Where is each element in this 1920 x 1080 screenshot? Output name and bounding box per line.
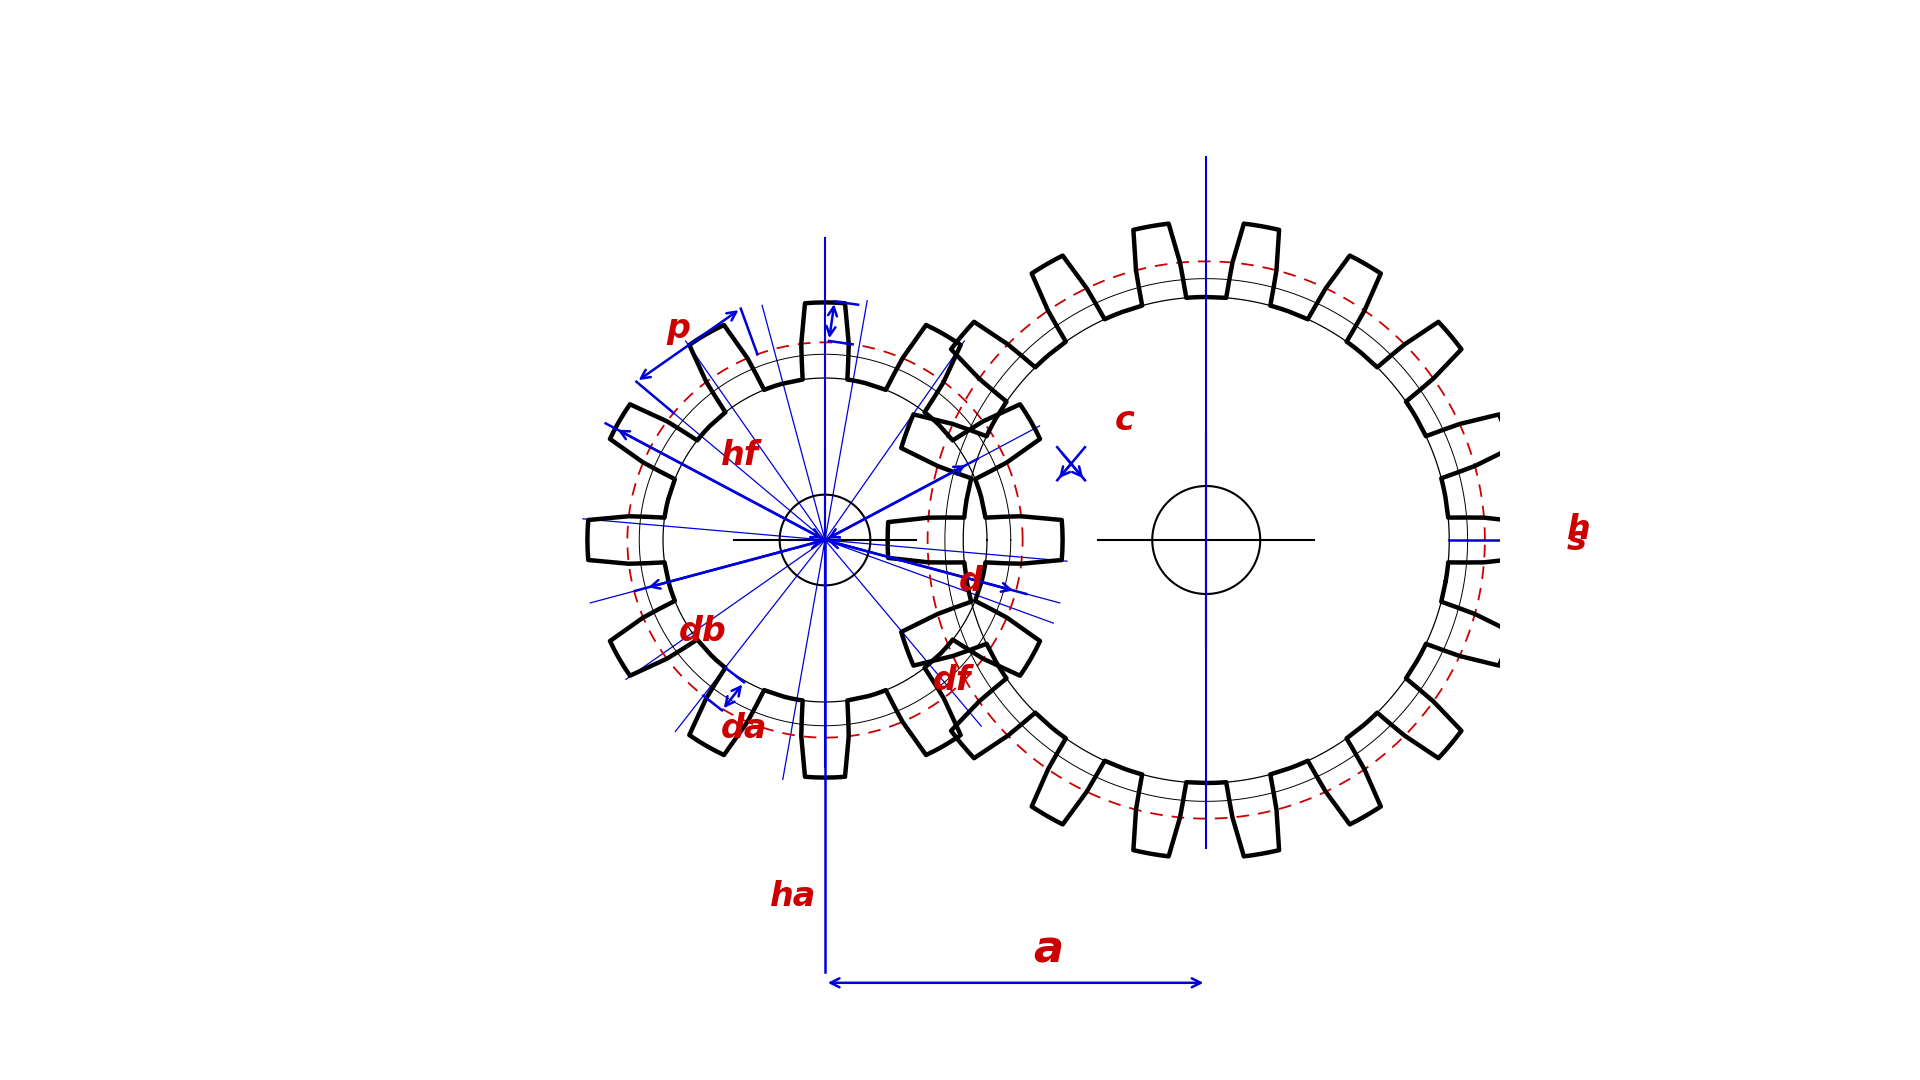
Text: p: p [666, 312, 689, 346]
Text: h: h [1567, 513, 1590, 545]
Text: s: s [1567, 524, 1586, 556]
Text: df: df [933, 664, 972, 697]
Text: c: c [1116, 404, 1135, 437]
Text: ha: ha [770, 880, 816, 913]
Text: d: d [958, 565, 983, 597]
Text: hf: hf [720, 440, 758, 472]
Text: db: db [680, 616, 728, 648]
Text: da: da [720, 713, 768, 745]
Text: a: a [1033, 929, 1064, 972]
